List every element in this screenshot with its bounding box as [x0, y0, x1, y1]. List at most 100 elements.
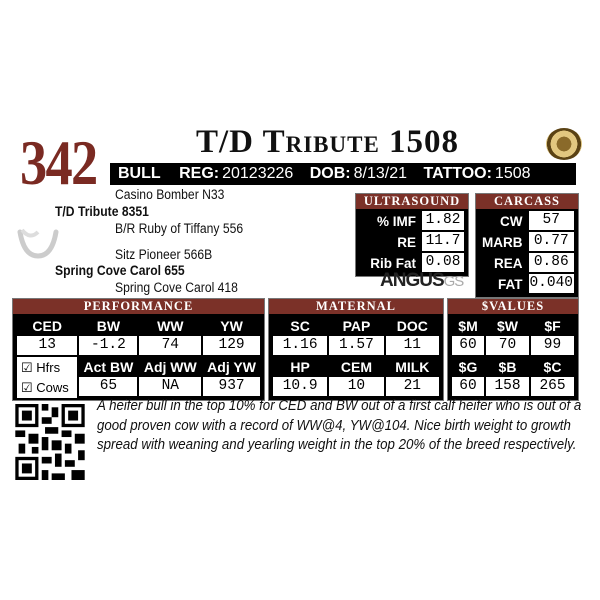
value: 0.08	[422, 253, 464, 274]
value: 1.16	[273, 336, 328, 357]
label: RE	[397, 235, 416, 250]
value: 99	[531, 336, 574, 357]
carcass-title: CARCASS	[476, 194, 578, 209]
ultrasound-box: ULTRASOUND % IMF 1.82 RE 11.7 Rib Fat 0.08	[355, 193, 469, 277]
value: 70	[486, 336, 529, 357]
pedigree-sire-sire: Casino Bomber N33	[115, 187, 225, 202]
label: % IMF	[377, 214, 416, 229]
header: SC	[290, 317, 310, 334]
header: $G	[458, 358, 478, 375]
pedigree-dam-sire: Sitz Pioneer 566B	[115, 247, 213, 262]
value: 11.7	[422, 232, 464, 253]
value: 60	[452, 377, 485, 398]
sex: BULL	[118, 165, 161, 182]
table-row: 13 -1.2 74 129	[17, 336, 260, 357]
maternal-box: MATERNAL SC PAP DOC 1.16 1.57 11 HP CEM MILK 1…	[268, 298, 444, 401]
value: -1.2	[79, 336, 138, 357]
dob-label: DOB:	[309, 165, 351, 182]
carcass-box: CARCASS CW 57 MARB 0.77 REA 0.86 FAT 0.040	[475, 193, 579, 298]
label: MARB	[482, 235, 523, 250]
label: Rib Fat	[370, 256, 416, 271]
header: BW	[96, 317, 121, 334]
value: 129	[203, 336, 260, 357]
lot-number: 342	[20, 127, 98, 198]
reg-value: 20123226	[222, 165, 294, 182]
performance-box: PERFORMANCE CED BW WW YW 13 -1.2 74 129 ☑ Hfrs…	[12, 298, 265, 401]
breed-seal-icon	[546, 128, 582, 160]
header: YW	[220, 317, 243, 334]
performance-title: PERFORMANCE	[13, 299, 264, 314]
table-row: CED BW WW YW	[17, 316, 260, 336]
hfrs-checkbox[interactable]: ☑ Hfrs	[17, 357, 78, 377]
header: $W	[497, 317, 518, 334]
pedigree-dam-dam: Spring Cove Carol 418	[115, 280, 238, 295]
table-row: RE 11.7	[360, 232, 464, 253]
angus-gs-logo: ANGUSGS	[380, 270, 464, 292]
pedigree-dam: Spring Cove Carol 655	[55, 263, 185, 278]
table-row: % IMF 1.82	[360, 211, 464, 232]
value: 11	[385, 336, 439, 357]
table-row: MARB 0.77	[480, 232, 574, 253]
header: Act BW	[83, 358, 134, 375]
label: CW	[500, 214, 523, 229]
table-row: Rib Fat 0.08	[360, 253, 464, 274]
table-row: FAT 0.040	[480, 274, 574, 295]
value: 937	[203, 377, 260, 398]
value: 65	[79, 377, 138, 398]
table-row: $G $B $C	[452, 357, 574, 377]
ultrasound-title: ULTRASOUND	[356, 194, 468, 209]
value: 265	[531, 377, 574, 398]
value: 74	[139, 336, 202, 357]
table-row: ☑ Cows 65 NA 937	[17, 377, 260, 398]
qr-code[interactable]	[15, 404, 85, 480]
table-row: REA 0.86	[480, 253, 574, 274]
dollar-values-box: $VALUES $M $W $F 60 70 99 $G $B $C 60 158 265	[447, 298, 579, 401]
value: 13	[17, 336, 78, 357]
value: 10	[329, 377, 384, 398]
watermark-icon	[17, 228, 59, 259]
header: $M	[458, 317, 478, 334]
value: 1.57	[329, 336, 384, 357]
header: MILK	[395, 358, 430, 375]
lot-description: A heifer bull in the top 10% for CED and…	[97, 398, 582, 453]
table-row: HP CEM MILK	[273, 357, 439, 377]
value: 1.82	[422, 211, 464, 232]
animal-name: T/D Tribute 1508	[195, 124, 460, 160]
pedigree-sire: T/D Tribute 8351	[55, 204, 149, 219]
header: DOC	[396, 317, 428, 334]
values-title: $VALUES	[448, 299, 578, 314]
reg-label: REG:	[179, 165, 220, 182]
value: 0.040	[528, 274, 574, 295]
header: $B	[498, 358, 517, 375]
table-row: CW 57	[480, 211, 574, 232]
table-row: 10.9 10 21	[273, 377, 439, 398]
dob-value: 8/13/21	[353, 165, 408, 182]
header: HP	[290, 358, 310, 375]
table-row: $M $W $F	[452, 316, 574, 336]
header: $F	[544, 317, 561, 334]
value: 10.9	[273, 377, 328, 398]
info-bar: BULL REG: 20123226 DOB: 8/13/21 TATTOO: 150…	[110, 163, 576, 185]
value: 0.77	[528, 232, 574, 253]
table-row: SC PAP DOC	[273, 316, 439, 336]
label: FAT	[498, 277, 523, 292]
value: 57	[528, 211, 574, 232]
logo-text: ANGUS	[380, 270, 445, 291]
value: 60	[452, 336, 485, 357]
value: 0.86	[528, 253, 574, 274]
table-row: ☑ Hfrs Act BW Adj WW Adj YW	[17, 357, 260, 377]
pedigree-sire-dam: B/R Ruby of Tiffany 556	[115, 221, 244, 236]
hfrs-label: Hfrs	[36, 359, 61, 375]
table-row: 60 158 265	[452, 377, 574, 398]
header: WW	[157, 317, 184, 334]
tattoo-label: TATTOO:	[423, 165, 492, 182]
header: CED	[32, 317, 62, 334]
header: $C	[543, 358, 562, 375]
value: 21	[385, 377, 439, 398]
header: Adj WW	[143, 358, 197, 375]
value: 158	[486, 377, 529, 398]
header: PAP	[342, 317, 371, 334]
cows-checkbox[interactable]: ☑ Cows	[17, 377, 78, 398]
header: CEM	[340, 358, 372, 375]
maternal-title: MATERNAL	[269, 299, 443, 314]
